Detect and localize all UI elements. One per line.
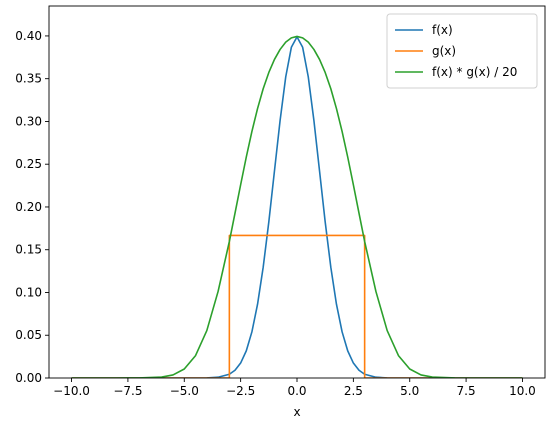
y-tick-label: 0.10	[15, 285, 42, 299]
x-tick-label: 0.0	[287, 384, 306, 398]
legend-box	[386, 13, 538, 89]
series-line-2	[71, 234, 523, 378]
x-axis-label: x	[293, 405, 300, 419]
x-tick-label: −5.0	[170, 384, 199, 398]
y-tick-label: 0.15	[15, 243, 42, 257]
y-tick-label: 0.30	[15, 114, 42, 128]
x-tick-label: 5.0	[400, 384, 419, 398]
y-tick-label: 0.35	[15, 72, 42, 86]
series-line-3	[71, 35, 523, 378]
y-tick-label: 0.05	[15, 328, 42, 342]
legend-label-1: f(x)	[432, 23, 453, 37]
legend-label-2: g(x)	[432, 44, 456, 58]
legend-label-3: f(x) * g(x) / 20	[432, 65, 517, 79]
y-tick-label: 0.25	[15, 157, 42, 171]
x-tick-label: −7.5	[113, 384, 142, 398]
y-tick-label: 0.20	[15, 200, 42, 214]
x-tick-label: 2.5	[344, 384, 363, 398]
x-tick-label: 10.0	[509, 384, 536, 398]
x-tick-label: 7.5	[457, 384, 476, 398]
y-tick-label: 0.00	[15, 371, 42, 385]
legend: f(x) g(x) f(x) * g(x) / 20	[386, 13, 538, 89]
x-tick-label: −2.5	[226, 384, 255, 398]
x-tick-label: −10.0	[53, 384, 90, 398]
axes-layer: −10.0 −7.5 −5.0 −2.5 0.0 2.5 5.0 7.5 10.0 0.00 0.0…	[15, 5, 546, 419]
y-tick-label: 0.40	[15, 29, 42, 43]
